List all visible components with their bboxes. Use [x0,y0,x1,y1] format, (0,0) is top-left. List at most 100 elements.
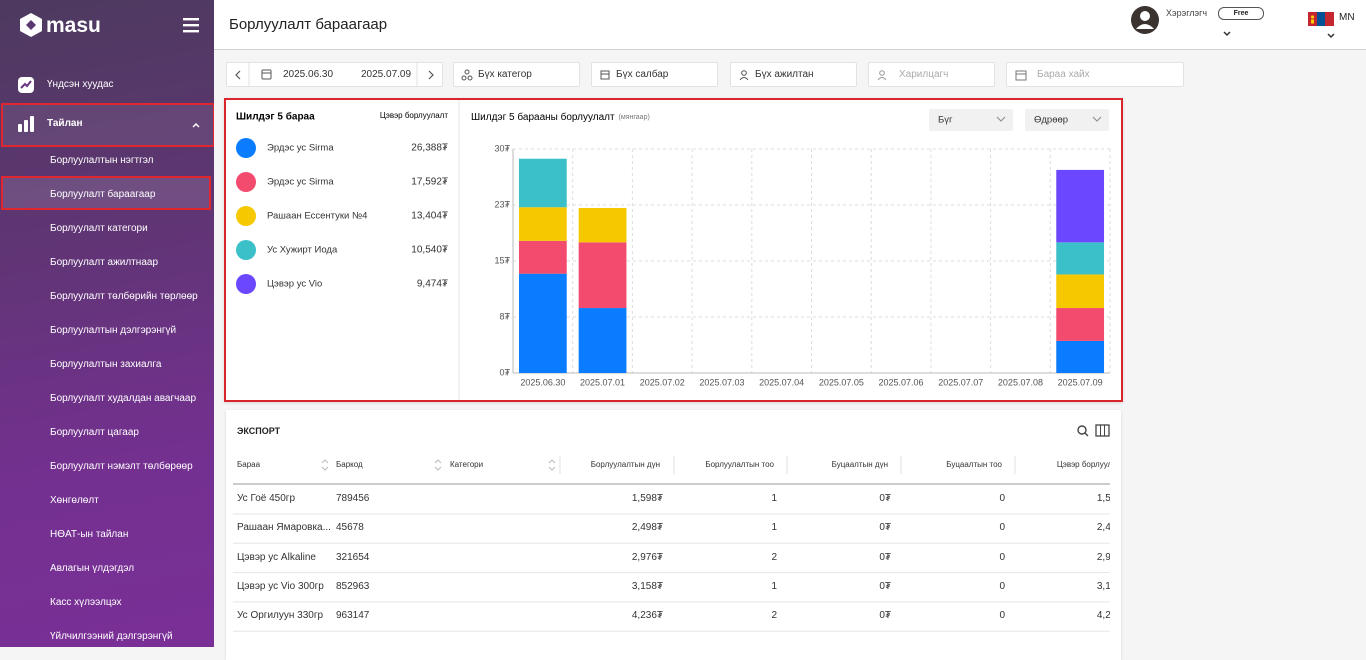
bar-segment [1056,308,1104,341]
legend-total: 26,388₮ [411,143,448,154]
language[interactable]: MN [1339,10,1355,26]
submenu-item[interactable]: Борлуулалтын нэгтгэл [50,153,153,169]
table-cell: 0 [895,550,1005,566]
legend-name: Эрдэс ус Sirma [267,177,334,188]
legend-name: Рашаан Ессентуки №4 [267,211,367,222]
bar-segment [579,308,627,373]
sidebar: masu Үндсэн хуудас Тайлан Борлуулалтын н… [0,0,214,647]
customer-filter[interactable]: Харилцагч [868,62,995,87]
column-header[interactable]: Буцаалтын тоо [892,457,1002,473]
submenu-item[interactable]: Үйлчилгээний дэлгэрэнгүй [50,629,173,645]
x-tick-label: 2025.07.07 [938,377,983,387]
legend-dot [236,274,256,294]
language-dropdown[interactable] [1326,32,1336,40]
bar-segment [1056,341,1104,373]
submenu-item[interactable]: Борлуулалт категори [50,221,148,237]
table-cell: 0 [895,520,1005,536]
x-tick-label: 2025.07.05 [819,377,864,387]
filter-text: Бүх ажилтан [755,67,814,83]
bar-segment [1056,274,1104,308]
submenu-item[interactable]: Борлуулалт төлбөрийн төрлөөр [50,289,198,305]
user-dropdown[interactable] [1222,30,1232,38]
y-tick-label: 15₮ [494,255,510,265]
dropdown-label: Өдрөөр [1034,115,1068,126]
submenu-item[interactable]: Борлуулалт цагаар [50,425,139,441]
column-header[interactable]: Баркод [336,457,416,473]
submenu-item[interactable]: Борлуулалт худалдан авагчаар [50,391,196,407]
user-name: Хэрэглэгч [1166,5,1207,21]
highlight-border [225,99,1122,401]
x-tick-label: 2025.07.02 [640,377,685,387]
submenu-item[interactable]: Касс хүлээлцэх [50,595,122,611]
search-box-icon [1015,69,1027,81]
submenu-item[interactable]: Борлуулалтын захиалга [50,357,161,373]
branch-filter[interactable]: Бүх салбар [591,62,718,87]
column-header[interactable]: Бараа [237,457,317,473]
table-cell: 0₮ [781,579,891,595]
column-header[interactable]: Цэвэр борлуулалт [1015,457,1110,473]
table-cell: 2,498₮ [1018,520,1110,536]
sort-icon [322,460,328,470]
dropdown[interactable]: Бүг [929,109,1013,131]
table-cell: 0 [895,608,1005,624]
column-header[interactable]: Борлуулалтын тоо [664,457,774,473]
bar-segment [579,242,627,308]
x-tick-label: 2025.07.01 [580,377,625,387]
submenu-item[interactable]: Авлагын үлдэгдэл [50,561,134,577]
bar-segment [519,207,567,241]
table-cell: 321654 [336,550,446,566]
date-from: 2025.06.30 [283,67,333,83]
table-cell: Ус Оргилуун 330гр [237,608,335,624]
avatar[interactable] [1130,5,1160,35]
filter-text: Бүх салбар [616,67,668,83]
top-title: Шилдэг 5 бараа [236,111,315,123]
dropdown[interactable]: Өдрөөр [1025,109,1109,131]
table-cell: Цэвэр ус Alkaline [237,550,335,566]
plan-badge: Free [1218,7,1264,20]
chart-subtitle: (мянгаар) [619,114,650,121]
submenu-item[interactable]: НӨАТ-ын тайлан [50,527,128,543]
bar-segment [519,241,567,274]
filter-icon [876,69,888,81]
bar-segment [579,208,627,242]
topbar: Борлуулалт бараагаар Хэрэглэгч Free MN [214,0,1366,50]
legend-name: Ус Хужирт Иода [267,245,338,256]
filter-placeholder: Бараа хайх [1037,67,1090,83]
table-cell: 1 [667,579,777,595]
column-header[interactable]: Категори [450,457,530,473]
table-cell: Ус Гоё 450гр [237,491,335,507]
table-cell: 852963 [336,579,446,595]
y-tick-label: 23₮ [494,199,510,209]
filter-icon [738,69,750,81]
date-range[interactable]: 2025.06.30 2025.07.09 [226,62,443,87]
x-tick-label: 2025.07.08 [998,377,1043,387]
table-cell: 963147 [336,608,446,624]
legend-dot [236,172,256,192]
column-header[interactable]: Борлуулалтын дүн [550,457,660,473]
submenu-item[interactable]: Борлуулалтын дэлгэрэнгүй [50,323,176,339]
submenu-item[interactable]: Борлуулалт ажилтнаар [50,255,158,271]
table-cell: 1 [667,520,777,536]
chart-title-text: Шилдэг 5 барааны борлуулалт [471,111,615,123]
column-header[interactable]: Буцаалтын дүн [778,457,888,473]
table-card: ЭКСПОРТ БарааБаркодКатегориБорлуулалтын … [226,410,1121,660]
table-cell: 1,598₮ [553,491,663,507]
bar-segment [519,274,567,373]
category-filter[interactable]: Бүх категор [453,62,580,87]
employee-filter[interactable]: Бүх ажилтан [730,62,857,87]
table-cell: 0₮ [781,491,891,507]
chart-card: Шилдэг 5 бараа Цэвэр борлуулалт Шилдэг 5… [224,98,1123,402]
table-cell: 0₮ [781,550,891,566]
table-cell: 3,158₮ [1018,579,1110,595]
y-tick-label: 0₮ [499,367,510,377]
x-tick-label: 2025.07.03 [699,377,744,387]
submenu-item[interactable]: Хөнгөлөлт [50,493,99,509]
legend-total: 13,404₮ [411,211,448,222]
submenu-item[interactable]: Борлуулалт бараагаар [50,187,155,203]
table-cell: 3,158₮ [553,579,663,595]
table-cell: 1,598₮ [1018,491,1110,507]
product-search[interactable]: Бараа хайх [1006,62,1184,87]
table-cell: Рашаан Ямаровка... [237,520,335,536]
submenu-item[interactable]: Борлуулалт нэмэлт төлбөрөөр [50,459,193,475]
legend-dot [236,206,256,226]
